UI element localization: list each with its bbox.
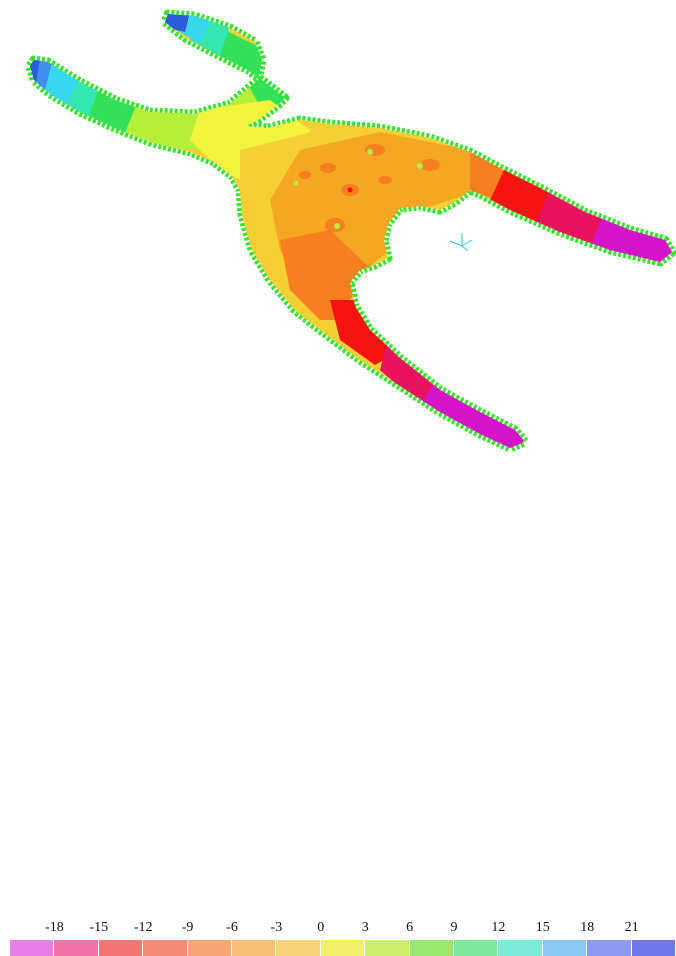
legend-swatch — [365, 940, 410, 956]
legend-tick-label: 3 — [361, 920, 369, 935]
legend-swatch — [320, 940, 366, 956]
legend-tick-label: 15 — [535, 920, 550, 935]
hotspot-core — [367, 149, 373, 155]
hotspot — [299, 171, 311, 179]
contour-band-magenta-lower — [420, 375, 530, 448]
legend-swatch — [98, 940, 144, 956]
legend-tick-label: -18 — [45, 920, 64, 935]
legend-tick-label: 6 — [406, 920, 414, 935]
hotspot-core — [347, 187, 353, 193]
axis-triad-icon — [449, 233, 473, 252]
legend-swatch — [232, 940, 277, 956]
contour-legend: -18 -15 -12 -9 -6 -3 0 3 6 9 12 15 18 21 — [0, 458, 676, 956]
legend-swatch — [631, 940, 676, 956]
legend-tick-label: 9 — [450, 920, 458, 935]
legend-tick-label: -3 — [270, 920, 283, 935]
legend-tick-label: -6 — [226, 920, 238, 935]
hotspot — [378, 176, 392, 184]
legend-swatch — [187, 940, 233, 956]
contour-band-magenta-right — [590, 210, 672, 270]
contour-body — [30, 14, 672, 448]
legend-tick-label: -15 — [89, 920, 109, 935]
contour-band-crimson-right — [535, 188, 610, 250]
legend-colorbar — [10, 940, 676, 956]
hotspot-core — [417, 163, 423, 169]
legend-tick-label: -12 — [133, 920, 153, 935]
legend-swatch — [409, 940, 455, 956]
hotspot-core — [334, 223, 340, 229]
legend-swatch — [143, 940, 188, 956]
legend-swatch — [276, 940, 321, 956]
hotspot — [320, 163, 336, 173]
legend-tick-label: 18 — [580, 920, 595, 935]
legend-swatch — [454, 940, 499, 956]
legend-swatch — [10, 940, 55, 956]
legend-tick-label: 0 — [317, 920, 325, 935]
hotspot — [420, 159, 440, 171]
contour-band-deep-orange — [280, 230, 370, 320]
model-viewport[interactable] — [0, 0, 676, 458]
hotspot-core — [293, 180, 299, 186]
legend-tick-label: -9 — [181, 920, 194, 935]
contour-band-red-right — [490, 168, 555, 225]
legend-swatch — [587, 940, 632, 956]
legend-swatch — [54, 940, 99, 956]
legend-tick-label: 12 — [491, 920, 506, 935]
legend-tick-label: 21 — [624, 920, 639, 935]
legend-swatch — [498, 940, 543, 956]
legend-swatch — [542, 940, 588, 956]
